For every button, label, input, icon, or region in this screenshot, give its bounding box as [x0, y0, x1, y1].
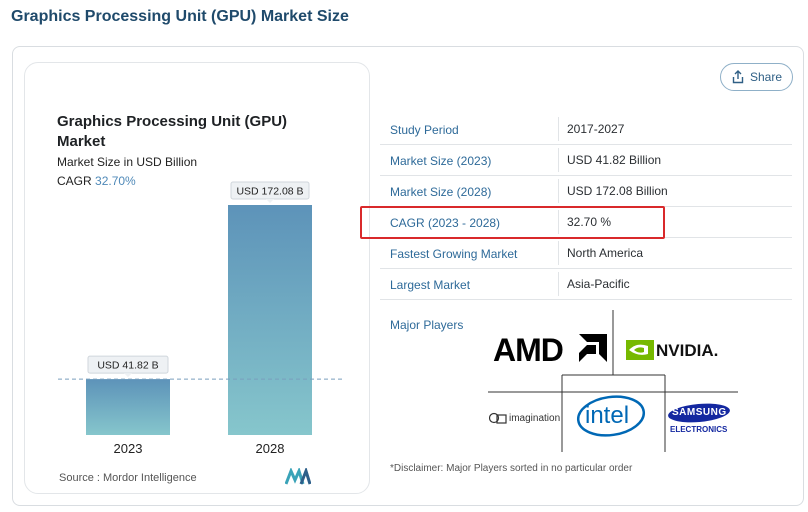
chart-card [24, 62, 370, 494]
category-label: 2028 [256, 441, 285, 456]
chart-title: Graphics Processing Unit (GPU) Market [57, 113, 288, 150]
table-row: Market Size (2028) USD 172.08 Billion [380, 176, 792, 207]
samsung-ellipse-icon [668, 403, 730, 423]
chart-source: Source : Mordor Intelligence [59, 472, 197, 484]
bar-2028 [228, 205, 312, 435]
data-label-pointer [124, 373, 132, 378]
row-key: Market Size (2023) [390, 154, 492, 168]
data-label: USD 172.08 B [236, 186, 303, 198]
mordor-intelligence-logo [285, 468, 311, 485]
intel-swoosh-icon [576, 395, 646, 437]
share-label: Share [749, 70, 783, 84]
nvidia-wordmark: NVIDIA. [656, 341, 719, 360]
major-players-label: Major Players [390, 318, 464, 332]
nvidia-eye-icon [626, 340, 654, 360]
chart-cagr: CAGR 32.70% [57, 174, 136, 188]
players-grid [488, 310, 738, 452]
market-snapshot-table: Study Period 2017-2027 Market Size (2023… [380, 114, 792, 300]
table-row: Study Period 2017-2027 [380, 114, 792, 145]
amd-logo: AMD [493, 332, 608, 368]
players-disclaimer: *Disclaimer: Major Players sorted in no … [390, 463, 633, 474]
page-title: Graphics Processing Unit (GPU) Market Si… [11, 8, 349, 25]
row-value: Asia-Pacific [567, 277, 630, 291]
row-key: Largest Market [390, 278, 471, 292]
row-key: Study Period [390, 123, 459, 137]
table-row: Fastest Growing Market North America [380, 238, 792, 269]
row-value: USD 172.08 Billion [567, 184, 668, 198]
row-value: 32.70 % [567, 215, 612, 229]
bar-2023 [86, 379, 170, 435]
amd-wordmark: AMD [493, 332, 564, 368]
nvidia-logo: NVIDIA. [626, 338, 736, 364]
chart-subtitle: Market Size in USD Billion [57, 155, 198, 169]
imagination-mark-icon [489, 412, 507, 424]
row-key: Market Size (2028) [390, 185, 492, 199]
chart-cagr-value: 32.70% [95, 174, 136, 188]
row-value: 2017-2027 [567, 122, 625, 136]
table-row: Market Size (2023) USD 41.82 Billion [380, 145, 792, 176]
data-label: USD 41.82 B [97, 360, 158, 372]
share-button[interactable]: Share [720, 63, 793, 91]
samsung-logo: SAMSUNG ELECTRONICS [667, 403, 731, 437]
chart-cagr-label: CAGR [57, 174, 92, 188]
intel-logo: intel [575, 392, 647, 440]
table-row: Largest Market Asia-Pacific [380, 269, 792, 300]
samsung-subtitle: ELECTRONICS [670, 425, 728, 434]
category-label: 2023 [114, 441, 143, 456]
row-key: CAGR (2023 - 2028) [390, 216, 501, 230]
imagination-logo: imagination [489, 411, 564, 427]
share-icon [732, 70, 744, 84]
row-key: Fastest Growing Market [390, 247, 518, 261]
cagr-highlight-box [360, 206, 665, 239]
row-value: North America [567, 246, 644, 260]
intel-wordmark: intel [585, 402, 630, 429]
amd-arrow-icon [579, 334, 607, 362]
imagination-wordmark: imagination [509, 413, 561, 424]
samsung-wordmark: SAMSUNG [672, 407, 727, 418]
row-value: USD 41.82 Billion [567, 153, 662, 167]
data-label-pointer [266, 199, 274, 203]
